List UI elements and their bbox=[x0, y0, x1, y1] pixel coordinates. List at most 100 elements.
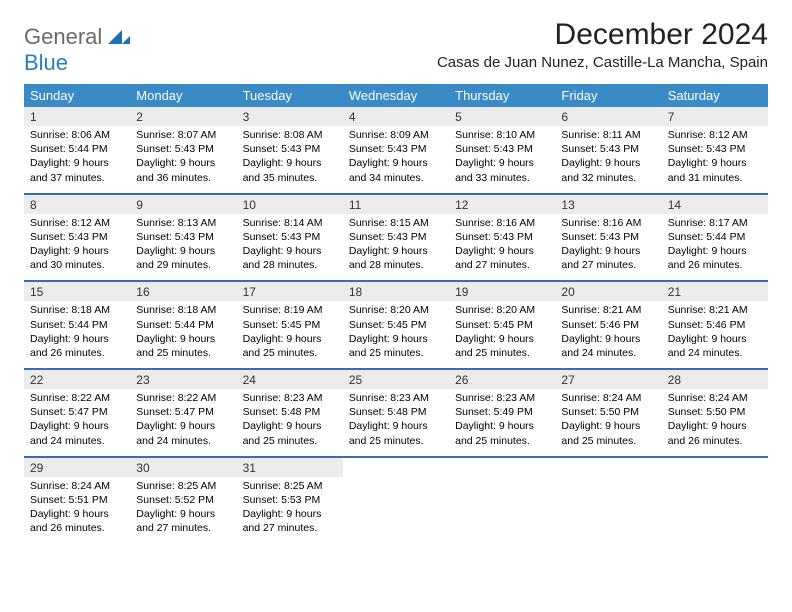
day-detail-line: Sunrise: 8:20 AM bbox=[349, 303, 443, 317]
day-number-cell: 11 bbox=[343, 195, 449, 214]
day-detail-line: Sunrise: 8:21 AM bbox=[561, 303, 655, 317]
day-detail-cell: Sunrise: 8:16 AMSunset: 5:43 PMDaylight:… bbox=[555, 214, 661, 282]
day-number-row: 15161718192021 bbox=[24, 282, 768, 301]
day-number-cell: 10 bbox=[237, 195, 343, 214]
day-detail-row: Sunrise: 8:18 AMSunset: 5:44 PMDaylight:… bbox=[24, 301, 768, 369]
day-detail-line: Sunset: 5:48 PM bbox=[243, 405, 337, 419]
day-detail-cell: Sunrise: 8:16 AMSunset: 5:43 PMDaylight:… bbox=[449, 214, 555, 282]
logo-text-part1: General bbox=[24, 24, 102, 49]
day-detail-line: Sunrise: 8:09 AM bbox=[349, 128, 443, 142]
day-number-cell: 29 bbox=[24, 458, 130, 477]
day-detail-cell: Sunrise: 8:12 AMSunset: 5:43 PMDaylight:… bbox=[662, 126, 768, 194]
day-detail-cell: Sunrise: 8:10 AMSunset: 5:43 PMDaylight:… bbox=[449, 126, 555, 194]
day-detail-line: and 28 minutes. bbox=[243, 258, 337, 272]
day-number-cell: 13 bbox=[555, 195, 661, 214]
day-number-cell: 16 bbox=[130, 282, 236, 301]
day-detail-line: Sunset: 5:46 PM bbox=[561, 318, 655, 332]
day-detail-line: Sunset: 5:44 PM bbox=[668, 230, 762, 244]
day-detail-line: Daylight: 9 hours bbox=[30, 332, 124, 346]
day-detail-line: and 25 minutes. bbox=[349, 434, 443, 448]
day-detail-line: Sunset: 5:43 PM bbox=[455, 230, 549, 244]
day-detail-cell: Sunrise: 8:24 AMSunset: 5:50 PMDaylight:… bbox=[555, 389, 661, 457]
month-title: December 2024 bbox=[437, 18, 768, 52]
day-number-cell: 12 bbox=[449, 195, 555, 214]
day-detail-line: Sunset: 5:52 PM bbox=[136, 493, 230, 507]
day-detail-line: Daylight: 9 hours bbox=[561, 419, 655, 433]
day-detail-line: Sunrise: 8:12 AM bbox=[30, 216, 124, 230]
day-detail-line: Daylight: 9 hours bbox=[136, 419, 230, 433]
day-detail-line: Sunset: 5:45 PM bbox=[243, 318, 337, 332]
day-detail-line: Sunset: 5:51 PM bbox=[30, 493, 124, 507]
day-number-cell: 18 bbox=[343, 282, 449, 301]
day-detail-line: Sunset: 5:44 PM bbox=[30, 318, 124, 332]
day-detail-line: Sunset: 5:44 PM bbox=[136, 318, 230, 332]
day-number-cell: 9 bbox=[130, 195, 236, 214]
logo-text-part2: Blue bbox=[24, 50, 68, 75]
day-number-cell: 30 bbox=[130, 458, 236, 477]
day-detail-line: Sunrise: 8:24 AM bbox=[30, 479, 124, 493]
dow-header-cell: Monday bbox=[130, 84, 236, 107]
day-detail-line: Sunset: 5:47 PM bbox=[30, 405, 124, 419]
day-detail-line: Sunset: 5:48 PM bbox=[349, 405, 443, 419]
day-number-cell: 8 bbox=[24, 195, 130, 214]
day-detail-line: Daylight: 9 hours bbox=[243, 332, 337, 346]
day-detail-line: Sunrise: 8:21 AM bbox=[668, 303, 762, 317]
day-detail-line: Daylight: 9 hours bbox=[668, 244, 762, 258]
day-detail-cell: Sunrise: 8:11 AMSunset: 5:43 PMDaylight:… bbox=[555, 126, 661, 194]
day-detail-line: Daylight: 9 hours bbox=[455, 332, 549, 346]
day-detail-line: and 27 minutes. bbox=[455, 258, 549, 272]
day-detail-line: Sunset: 5:43 PM bbox=[243, 142, 337, 156]
day-detail-line: Daylight: 9 hours bbox=[455, 419, 549, 433]
calendar-table: SundayMondayTuesdayWednesdayThursdayFrid… bbox=[24, 84, 768, 543]
day-detail-line: Sunset: 5:46 PM bbox=[668, 318, 762, 332]
day-number-cell bbox=[449, 458, 555, 477]
day-detail-cell: Sunrise: 8:25 AMSunset: 5:53 PMDaylight:… bbox=[237, 477, 343, 544]
day-detail-line: Sunrise: 8:06 AM bbox=[30, 128, 124, 142]
day-number-cell: 22 bbox=[24, 370, 130, 389]
day-detail-line: Daylight: 9 hours bbox=[30, 156, 124, 170]
day-detail-cell bbox=[555, 477, 661, 544]
day-number-cell: 20 bbox=[555, 282, 661, 301]
day-detail-line: Daylight: 9 hours bbox=[668, 332, 762, 346]
day-detail-line: Daylight: 9 hours bbox=[136, 507, 230, 521]
dow-header-cell: Thursday bbox=[449, 84, 555, 107]
day-number-cell: 23 bbox=[130, 370, 236, 389]
day-detail-line: Sunrise: 8:22 AM bbox=[136, 391, 230, 405]
day-number-cell: 25 bbox=[343, 370, 449, 389]
day-detail-line: and 25 minutes. bbox=[136, 346, 230, 360]
title-block: December 2024 Casas de Juan Nunez, Casti… bbox=[437, 18, 768, 71]
day-detail-cell: Sunrise: 8:15 AMSunset: 5:43 PMDaylight:… bbox=[343, 214, 449, 282]
day-detail-line: Daylight: 9 hours bbox=[243, 156, 337, 170]
day-detail-line: Sunrise: 8:08 AM bbox=[243, 128, 337, 142]
day-number-cell: 31 bbox=[237, 458, 343, 477]
day-detail-cell bbox=[662, 477, 768, 544]
day-number-row: 1234567 bbox=[24, 107, 768, 126]
day-detail-line: and 25 minutes. bbox=[349, 346, 443, 360]
day-number-cell: 4 bbox=[343, 107, 449, 126]
day-number-cell: 15 bbox=[24, 282, 130, 301]
day-detail-line: Daylight: 9 hours bbox=[561, 244, 655, 258]
day-detail-cell: Sunrise: 8:25 AMSunset: 5:52 PMDaylight:… bbox=[130, 477, 236, 544]
day-detail-line: Daylight: 9 hours bbox=[349, 156, 443, 170]
day-detail-cell: Sunrise: 8:06 AMSunset: 5:44 PMDaylight:… bbox=[24, 126, 130, 194]
day-number-cell: 19 bbox=[449, 282, 555, 301]
day-detail-line: Daylight: 9 hours bbox=[243, 244, 337, 258]
day-detail-cell: Sunrise: 8:08 AMSunset: 5:43 PMDaylight:… bbox=[237, 126, 343, 194]
day-detail-line: Sunset: 5:43 PM bbox=[561, 142, 655, 156]
day-detail-line: and 24 minutes. bbox=[668, 346, 762, 360]
day-detail-line: and 35 minutes. bbox=[243, 171, 337, 185]
day-detail-line: and 26 minutes. bbox=[668, 258, 762, 272]
day-number-cell bbox=[555, 458, 661, 477]
day-detail-line: Sunrise: 8:16 AM bbox=[455, 216, 549, 230]
day-number-cell: 2 bbox=[130, 107, 236, 126]
day-detail-cell: Sunrise: 8:23 AMSunset: 5:48 PMDaylight:… bbox=[237, 389, 343, 457]
day-number-cell: 14 bbox=[662, 195, 768, 214]
day-detail-line: Sunset: 5:45 PM bbox=[455, 318, 549, 332]
day-detail-line: Daylight: 9 hours bbox=[136, 332, 230, 346]
day-detail-line: Daylight: 9 hours bbox=[136, 244, 230, 258]
day-detail-row: Sunrise: 8:24 AMSunset: 5:51 PM Daylight:… bbox=[24, 477, 768, 544]
day-detail-line: and 25 minutes. bbox=[455, 434, 549, 448]
day-number-cell bbox=[662, 458, 768, 477]
day-detail-line: Sunset: 5:47 PM bbox=[136, 405, 230, 419]
logo-mark-icon bbox=[108, 30, 130, 44]
